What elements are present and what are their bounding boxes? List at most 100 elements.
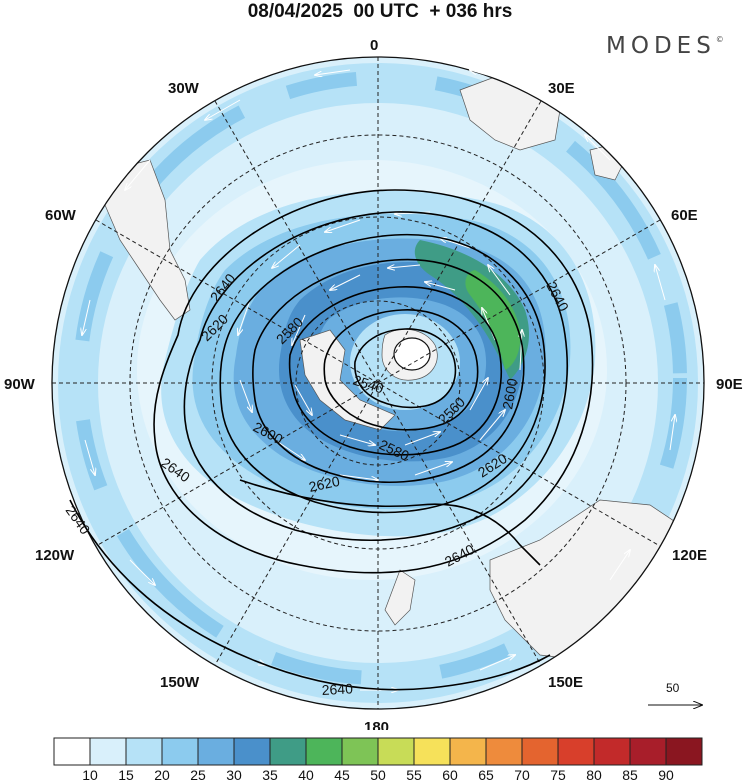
legend-tick-label: 10 xyxy=(82,767,98,782)
legend-boxes xyxy=(53,737,703,766)
legend-tick-label: 60 xyxy=(442,767,458,782)
wind-arrow xyxy=(82,299,91,335)
polar-low-center xyxy=(393,337,431,371)
wind-arrow xyxy=(669,415,675,451)
contour-2620 xyxy=(183,211,568,541)
wind-arrow xyxy=(655,265,666,301)
lon-label-30e: 30E xyxy=(548,80,575,97)
wind-arrow xyxy=(272,244,301,268)
legend-swatch xyxy=(269,737,307,766)
legend-tick-label: 50 xyxy=(370,767,386,782)
legend-tick-label: 80 xyxy=(586,767,602,782)
legend-swatch xyxy=(197,737,235,766)
brand-name: MODES xyxy=(606,33,716,59)
land-new-zealand xyxy=(384,569,416,626)
wind-arrow xyxy=(440,238,471,249)
legend-tick-label: 90 xyxy=(658,767,674,782)
legend-swatch xyxy=(629,737,667,766)
legend-swatch xyxy=(449,737,487,766)
wind-arrow xyxy=(315,69,351,75)
legend-tick-label: 65 xyxy=(478,767,494,782)
map-border xyxy=(51,56,705,710)
wind-arrow xyxy=(339,434,375,445)
contour-2580 xyxy=(251,258,525,484)
legend-ticks: 10 15 20 25 30 35 40 45 50 55 60 65 70 75 80 85 90 xyxy=(82,767,674,782)
legend-swatch xyxy=(125,737,163,766)
wind-arrow xyxy=(414,462,452,476)
wind-arrow xyxy=(325,219,361,232)
legend-tick-label: 40 xyxy=(298,767,314,782)
lon-label-90e: 90E xyxy=(716,376,743,393)
legend-swatch xyxy=(593,737,631,766)
contour-label: 2640 xyxy=(321,680,353,698)
wind-arrow xyxy=(585,135,611,161)
meridian-60e-120w xyxy=(95,219,661,547)
legend-tick-label: 70 xyxy=(514,767,530,782)
wind-reference-label: 50 xyxy=(666,681,680,695)
legend-tick-label: 35 xyxy=(262,767,278,782)
lon-label-0: 0 xyxy=(370,37,378,54)
legend-tick-label: 45 xyxy=(334,767,350,782)
legend-tick-label: 75 xyxy=(550,767,566,782)
contour-2640-outer xyxy=(69,499,551,691)
longitude-labels: 0 30E 60E 90E 120E 150E 180 150W 120W 90… xyxy=(4,37,743,730)
legend-swatch xyxy=(305,737,343,766)
wind-arrow xyxy=(469,378,488,411)
legend-tick-label: 85 xyxy=(622,767,638,782)
lon-label-120w: 120W xyxy=(35,547,75,564)
copyright-mark: © xyxy=(715,35,724,44)
legend-swatch xyxy=(665,737,703,766)
contour-2560 xyxy=(288,286,502,456)
wind-arrow xyxy=(294,384,312,415)
legend-tick-label: 25 xyxy=(190,767,206,782)
wind-arrow xyxy=(479,410,505,441)
wind-arrow xyxy=(388,265,421,268)
geopotential-contours xyxy=(69,189,594,691)
lon-label-90w: 90W xyxy=(4,376,36,393)
polar-map: 2640 2620 2580 2640 2600 2540 2560 2600 … xyxy=(4,37,743,730)
color-legend: 10 15 20 25 30 35 40 45 50 55 60 65 70 75 80 85 90 xyxy=(53,737,703,782)
wind-band-40-45 xyxy=(465,270,521,370)
lon-label-150w: 150W xyxy=(160,674,200,691)
legend-swatch xyxy=(161,737,199,766)
wind-arrow xyxy=(404,432,440,446)
lon-label-150e: 150E xyxy=(548,674,583,691)
lon-label-60w: 60W xyxy=(45,207,77,224)
wind-band-outer-ring-core xyxy=(73,71,687,685)
contour-2600 xyxy=(219,233,546,514)
contour-2540 xyxy=(323,309,479,431)
lon-label-60e: 60E xyxy=(671,207,698,224)
legend-swatch xyxy=(233,737,271,766)
map-title: 08/04/2025 00 UTC + 036 hrs xyxy=(247,1,513,22)
lon-label-180: 180 xyxy=(364,719,389,730)
contour-label: 2600 xyxy=(499,377,520,411)
contour-2640-trough xyxy=(239,479,541,566)
legend-swatch xyxy=(53,737,91,766)
wind-arrow xyxy=(488,265,511,296)
contour-2520 xyxy=(354,328,457,409)
wind-arrow xyxy=(125,159,151,190)
land-antarctic-peninsula xyxy=(299,329,396,431)
modes-logo: MODES© xyxy=(606,33,724,59)
wind-arrow xyxy=(205,99,241,120)
legend-swatch xyxy=(485,737,523,766)
wind-arrow xyxy=(479,655,515,671)
legend-swatch xyxy=(377,737,415,766)
legend-tick-label: 55 xyxy=(406,767,422,782)
legend-swatch xyxy=(557,737,595,766)
wind-arrow xyxy=(339,474,378,480)
wind-arrow xyxy=(292,314,306,345)
wind-arrow xyxy=(84,439,95,475)
contour-label: 2620 xyxy=(307,473,341,495)
contour-2640 xyxy=(153,189,594,574)
wind-arrow xyxy=(238,299,251,335)
wind-arrow xyxy=(129,559,155,585)
lon-label-30w: 30W xyxy=(168,80,200,97)
wind-arrow xyxy=(609,550,630,581)
wind-arrow xyxy=(425,282,456,291)
wind-arrow xyxy=(239,379,252,412)
legend-swatch xyxy=(413,737,451,766)
lon-label-120e: 120E xyxy=(672,547,707,564)
legend-swatch xyxy=(341,737,379,766)
legend-tick-label: 30 xyxy=(226,767,242,782)
